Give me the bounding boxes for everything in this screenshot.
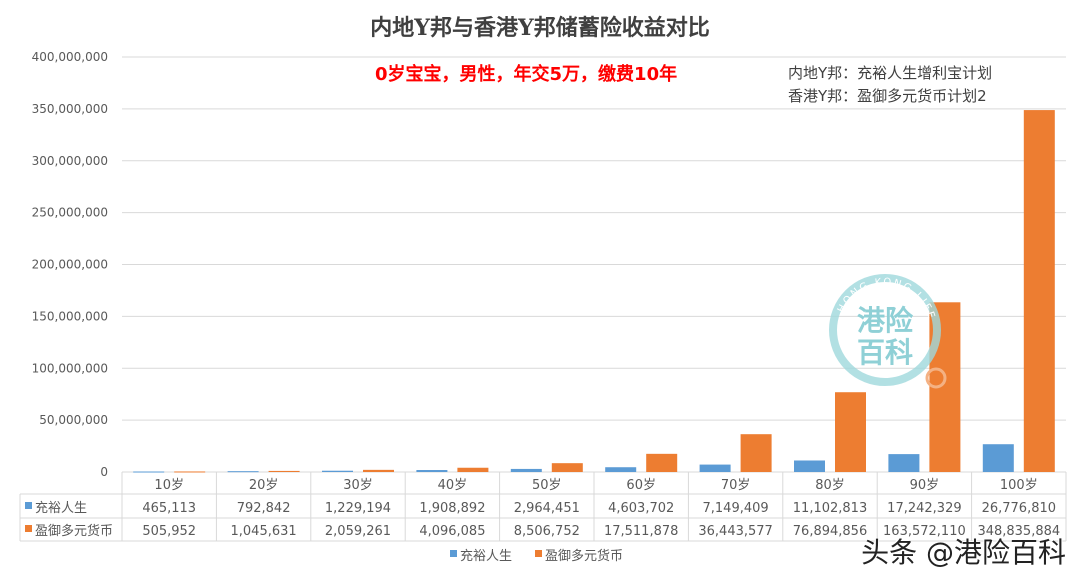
bar-yingyu (835, 392, 866, 472)
bar-yingyu (646, 453, 678, 472)
data-label: 26,776,810 (982, 501, 1056, 516)
data-label: 76,894,856 (793, 524, 867, 539)
bar-chongyu (416, 470, 448, 472)
bar-yingyu (363, 469, 394, 472)
x-tick-label: 60岁 (626, 478, 656, 493)
bar-yingyu (740, 434, 772, 472)
legend-label: 充裕人生 (460, 548, 512, 564)
bar-chongyu (322, 470, 353, 472)
watermark: 头条 @港险百科 (861, 536, 1066, 569)
bar-chongyu (888, 454, 920, 472)
data-label: 4,603,702 (608, 501, 674, 516)
data-label: 505,952 (142, 524, 196, 539)
logo-line1: 港险 (857, 304, 914, 337)
data-label: 1,045,631 (231, 524, 297, 539)
legend-label: 盈御多元货币 (545, 548, 623, 564)
y-tick-label: 0 (100, 465, 108, 479)
data-label: 792,842 (237, 501, 291, 516)
data-label: 1,908,892 (419, 501, 485, 516)
bar-yingyu (457, 467, 489, 472)
data-label: 465,113 (142, 501, 196, 516)
x-tick-label: 90岁 (910, 478, 940, 493)
bar-chongyu (227, 471, 259, 473)
legend-key (535, 550, 542, 557)
y-tick-label: 100,000,000 (32, 361, 108, 375)
x-tick-label: 30岁 (343, 478, 373, 493)
x-tick-label: 100岁 (1000, 478, 1038, 493)
data-label: 348,835,884 (977, 524, 1060, 539)
data-label: 7,149,409 (703, 501, 769, 516)
data-label: 17,511,878 (604, 524, 678, 539)
table-series-label: 盈御多元货币 (35, 523, 113, 539)
x-tick-label: 40岁 (438, 478, 468, 493)
data-label: 163,572,110 (883, 524, 966, 539)
legend-key (25, 502, 32, 509)
bar-yingyu (551, 463, 583, 472)
annotation-hongkong: 香港Y邦：盈御多元货币计划2 (788, 87, 987, 105)
x-tick-label: 80岁 (815, 478, 845, 493)
bar-chongyu (794, 460, 825, 472)
bar-yingyu (1023, 110, 1055, 473)
legend-key (25, 525, 32, 532)
logo-dot-icon (925, 367, 947, 389)
bar-chongyu (133, 471, 165, 473)
data-label: 2,964,451 (514, 501, 580, 516)
x-tick-label: 20岁 (249, 478, 279, 493)
data-label: 17,242,329 (887, 501, 961, 516)
x-tick-label: 10岁 (154, 478, 184, 493)
chart-subtitle: 0岁宝宝，男性，年交5万，缴费10年 (375, 64, 678, 85)
legend-key (450, 550, 457, 557)
y-tick-label: 400,000,000 (32, 50, 108, 64)
data-label: 8,506,752 (514, 524, 580, 539)
y-tick-label: 200,000,000 (32, 258, 108, 272)
data-label: 36,443,577 (698, 524, 772, 539)
bar-chongyu (699, 464, 731, 472)
y-tick-label: 300,000,000 (32, 154, 108, 168)
y-tick-label: 350,000,000 (32, 102, 108, 116)
chart-title: 内地Y邦与香港Y邦储蓄险收益对比 (370, 15, 710, 41)
data-label: 11,102,813 (793, 501, 867, 516)
x-tick-label: 50岁 (532, 478, 562, 493)
table-series-label: 充裕人生 (35, 500, 87, 516)
bar-chongyu (510, 468, 542, 472)
annotation-mainland: 内地Y邦：充裕人生增利宝计划 (788, 64, 993, 82)
x-tick-label: 70岁 (721, 478, 751, 493)
logo-line2: 百科 (857, 336, 913, 369)
bar-yingyu (268, 470, 300, 472)
data-label: 1,229,194 (325, 501, 391, 516)
bar-chongyu (982, 444, 1014, 472)
bar-chongyu (605, 467, 637, 472)
y-tick-label: 50,000,000 (39, 413, 108, 427)
data-label: 2,059,261 (325, 524, 391, 539)
data-label: 4,096,085 (419, 524, 485, 539)
bar-yingyu (174, 471, 206, 473)
y-tick-label: 150,000,000 (32, 309, 108, 323)
y-tick-label: 250,000,000 (32, 206, 108, 220)
logo-ring-icon (829, 274, 941, 386)
